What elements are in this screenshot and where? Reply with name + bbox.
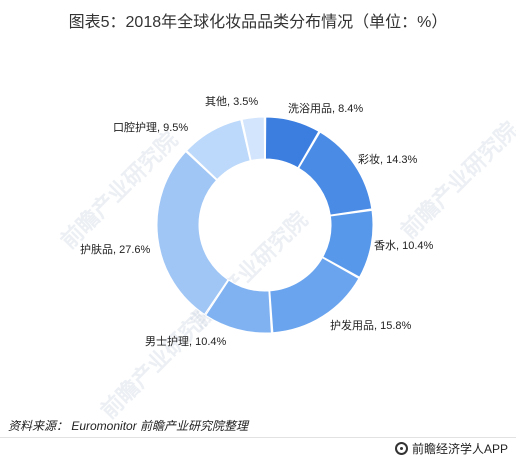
watermark-layer: 前瞻产业研究院 前瞻产业研究院 前瞻产业研究院 前瞻产业研究院 bbox=[56, 117, 516, 424]
slice-5 bbox=[205, 279, 272, 334]
source-note: 资料来源： Euromonitor 前瞻产业研究院整理 bbox=[8, 419, 249, 433]
slice-label-7: 口腔护理, 9.5% bbox=[113, 120, 188, 134]
watermark-text-4: 前瞻产业研究院 bbox=[96, 297, 223, 424]
footer-divider bbox=[0, 437, 516, 438]
slice-4 bbox=[269, 256, 360, 334]
brand-footer: 前瞻经济学人APP bbox=[394, 440, 508, 457]
slice-8 bbox=[241, 116, 266, 162]
donut-slices bbox=[156, 116, 374, 334]
slice-label-6: 护肤品, 27.6% bbox=[80, 242, 151, 256]
slice-label-1: 洗浴用品, 8.4% bbox=[288, 102, 363, 115]
slice-1 bbox=[264, 116, 320, 169]
slice-label-8: 其他, 3.5% bbox=[205, 95, 258, 108]
slice-3 bbox=[322, 209, 374, 278]
slice-7 bbox=[186, 119, 251, 181]
brand-logo-icon bbox=[394, 442, 408, 455]
watermark-text-2: 前瞻产业研究院 bbox=[396, 117, 516, 244]
brand-name: 前瞻经济学人APP bbox=[411, 442, 508, 456]
slice-label-4: 护发用品, 15.8% bbox=[330, 318, 412, 332]
slice-6 bbox=[156, 150, 229, 316]
slice-label-3: 香水, 10.4% bbox=[374, 239, 434, 252]
slice-label-5: 男士护理, 10.4% bbox=[145, 334, 227, 348]
slice-labels: 洗浴用品, 8.4% 彩妆, 14.3% 香水, 10.4% 护发用品, 15.8% 男… bbox=[80, 95, 434, 348]
slice-label-2: 彩妆, 14.3% bbox=[358, 153, 418, 166]
chart-title: 图表5：2018年全球化妆品品类分布情况（单位：%） bbox=[68, 14, 448, 31]
slice-2 bbox=[297, 131, 373, 216]
